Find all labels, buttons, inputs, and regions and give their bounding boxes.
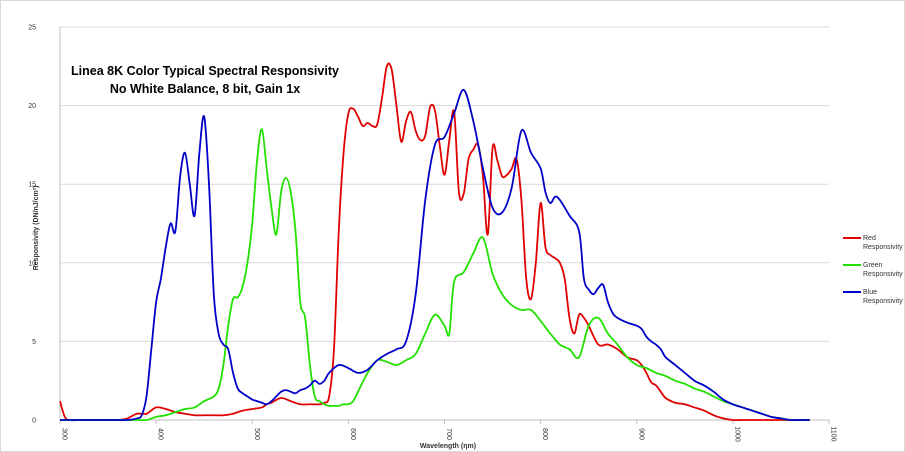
x-tick-labels: 300 400 500 600 700 800 900 1000 1100	[61, 426, 837, 442]
legend-label-red: Responsivity	[863, 244, 903, 251]
axes	[59, 27, 830, 424]
legend-label-green: Responsivity	[863, 271, 903, 278]
y-tick-label: 10	[28, 260, 36, 267]
gridlines	[60, 26, 829, 342]
x-tick-label: 1000	[733, 426, 740, 442]
x-tick-label: 1100	[830, 426, 837, 441]
x-axis-label: Wavelength (ηm)	[420, 443, 476, 450]
x-tick-label: 700	[445, 428, 452, 440]
series-line-green	[59, 128, 810, 422]
legend-label-blue: Responsivity	[863, 298, 903, 305]
y-tick-label: 15	[28, 182, 36, 189]
chart-title-line-2: No White Balance, 8 bit, Gain 1x	[110, 82, 300, 96]
y-tick-label: 0	[32, 418, 36, 425]
chart-title-line-1: Linea 8K Color Typical Spectral Responsi…	[71, 64, 339, 78]
y-tick-label: 5	[32, 339, 36, 346]
series-lines	[59, 62, 810, 422]
y-tick-label: 20	[28, 103, 36, 110]
x-tick-label: 500	[253, 428, 260, 440]
legend-label-green: Green	[863, 262, 883, 269]
x-tick-label: 800	[541, 428, 548, 440]
y-tick-labels: 0 5 10 15 20 25	[28, 25, 36, 425]
y-axis-label: Responsivity (DN/nJ/cm²)	[33, 186, 40, 271]
x-tick-label: 400	[157, 428, 164, 440]
x-tick-label: 300	[61, 428, 68, 440]
legend-label-red: Red	[863, 235, 876, 242]
legend: Red Responsivity Green Responsivity Blue Resp…	[843, 235, 903, 305]
x-tick-label: 600	[349, 428, 356, 440]
series-line-red	[59, 62, 810, 422]
x-tick-label: 900	[637, 428, 644, 440]
series-line-blue	[59, 88, 810, 422]
legend-label-blue: Blue	[863, 289, 877, 296]
y-tick-label: 25	[28, 25, 36, 32]
